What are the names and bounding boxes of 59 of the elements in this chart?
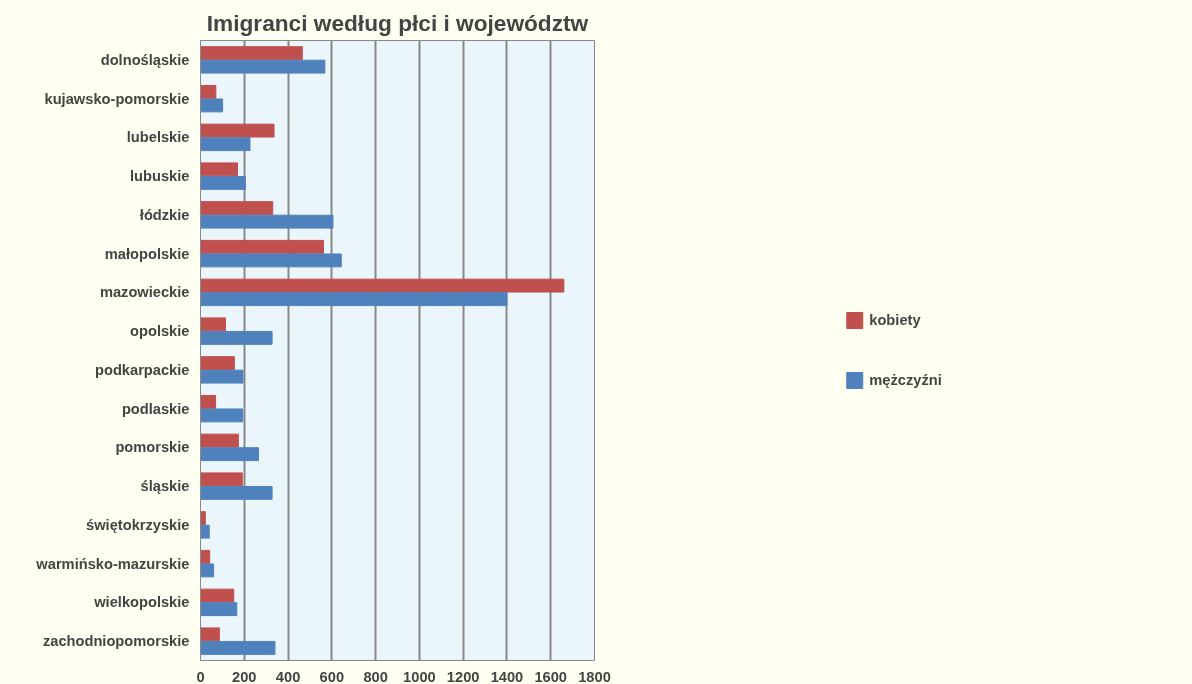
y-tick-label: małopolskie <box>104 245 190 262</box>
bar <box>200 175 246 190</box>
y-tick-label: lubelskie <box>126 129 190 146</box>
bar <box>200 511 206 526</box>
bar <box>200 563 215 578</box>
x-tick-label: 800 <box>363 668 388 684</box>
legend-label: kobiety <box>869 312 921 328</box>
bar <box>200 123 275 138</box>
x-tick-label: 1800 <box>578 668 611 684</box>
bar <box>200 408 244 423</box>
bar <box>200 588 235 603</box>
bar <box>200 46 303 61</box>
x-tick-label: 1400 <box>490 668 524 684</box>
bar <box>200 524 210 539</box>
y-tick-label: świętokrzyskie <box>86 516 190 533</box>
bar <box>200 356 235 371</box>
bar <box>200 214 334 229</box>
bar <box>200 472 243 487</box>
x-tick-label: 600 <box>319 668 345 684</box>
bar <box>200 640 276 655</box>
bar <box>200 627 220 642</box>
bar <box>200 394 217 409</box>
bar <box>200 162 238 177</box>
y-tick-label: opolskie <box>130 323 190 340</box>
y-tick-label: podkarpackie <box>95 361 190 378</box>
x-tick-label: 400 <box>275 668 301 684</box>
y-tick-label: zachodniopomorskie <box>42 633 190 650</box>
bar <box>200 433 239 448</box>
y-tick-label: wielkopolskie <box>93 594 190 611</box>
bar <box>200 59 326 74</box>
bar <box>200 369 244 384</box>
x-tick-label: 200 <box>232 668 257 684</box>
bar <box>200 278 565 293</box>
y-tick-label: dolnośląskie <box>100 51 190 68</box>
y-tick-label: podlaskie <box>121 400 190 417</box>
bar <box>200 485 273 500</box>
y-tick-label: lubuskie <box>130 168 190 185</box>
legend-label: mężczyźni <box>869 372 942 388</box>
bar <box>200 292 508 307</box>
x-tick-label: 1200 <box>446 668 480 684</box>
bar <box>200 447 260 462</box>
x-tick-label: 0 <box>196 668 205 684</box>
x-tick-label: 1600 <box>534 668 568 684</box>
chart-title: Imigranci według płci i województw <box>206 9 589 36</box>
y-tick-label: warmińsko-mazurskie <box>35 555 190 572</box>
y-tick-label: mazowieckie <box>99 284 190 301</box>
y-tick-label: pomorskie <box>115 439 190 456</box>
bar <box>200 98 224 113</box>
y-tick-label: kujawsko-pomorskie <box>44 90 190 107</box>
bar <box>200 317 226 332</box>
bar <box>200 253 342 268</box>
bar <box>200 330 273 345</box>
bar <box>200 201 274 216</box>
bar <box>200 602 238 617</box>
y-tick-label: śląskie <box>140 478 190 495</box>
x-tick-label: 1000 <box>403 668 436 684</box>
bar <box>200 137 251 152</box>
bar <box>200 239 325 254</box>
y-tick-label: łódzkie <box>139 206 190 223</box>
